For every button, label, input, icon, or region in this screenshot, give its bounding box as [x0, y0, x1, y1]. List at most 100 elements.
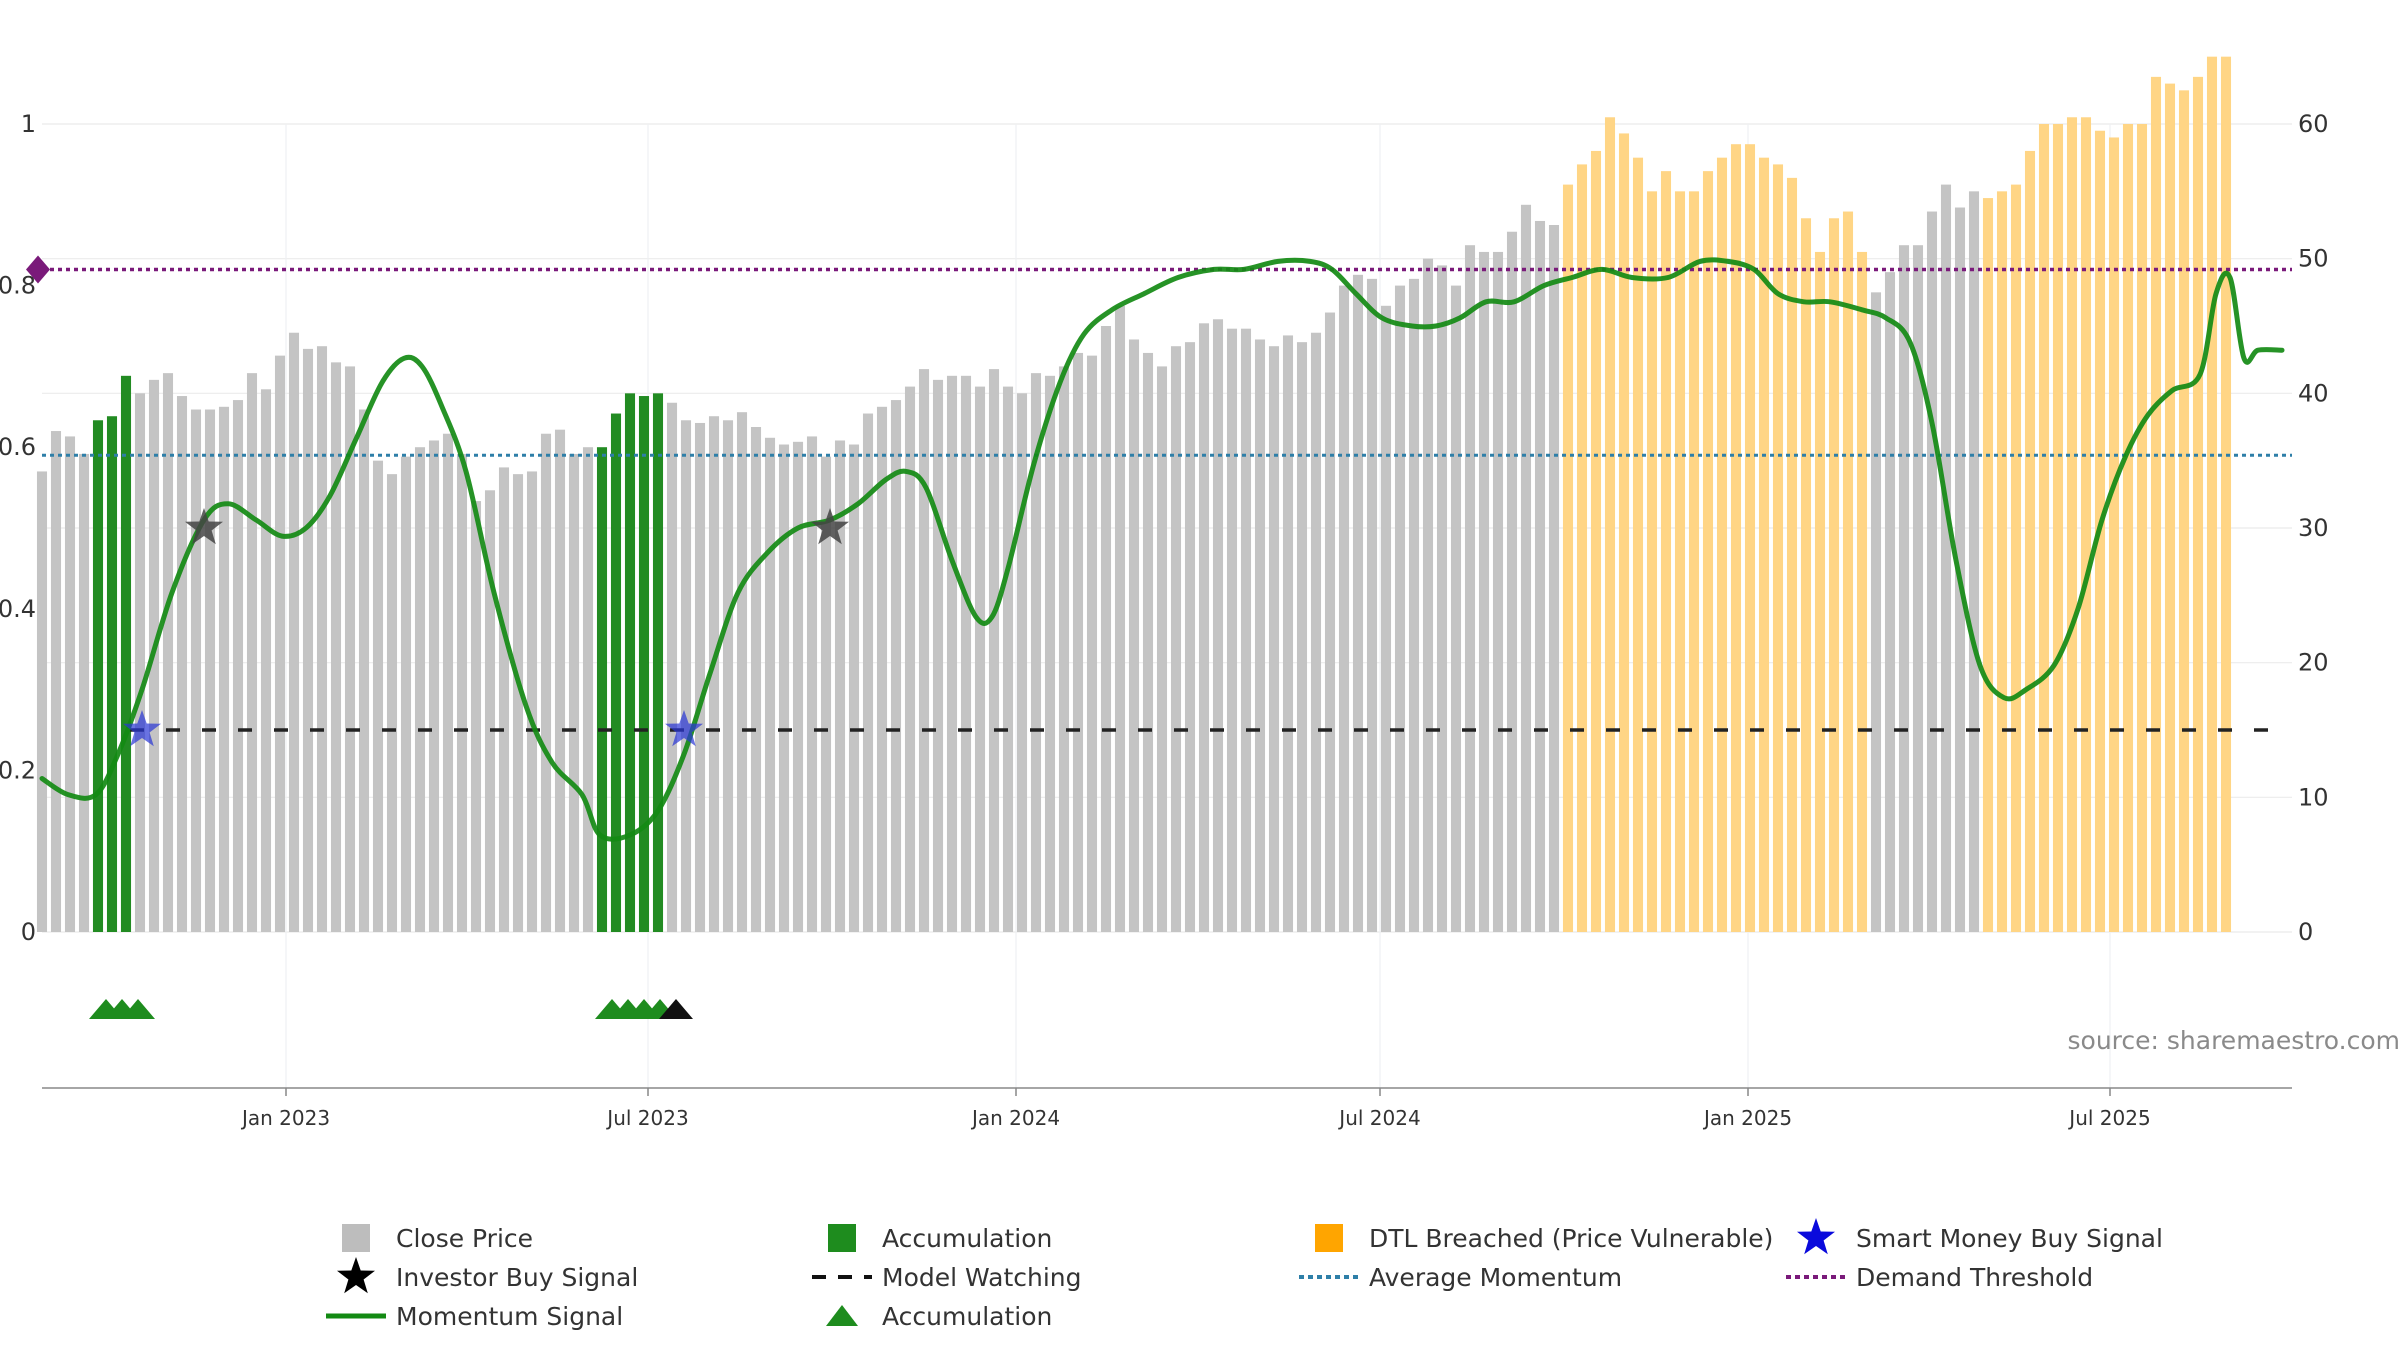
price-bar-close	[387, 474, 397, 932]
y-right-tick-label: 20	[2298, 649, 2329, 677]
price-bar-close	[1297, 342, 1307, 932]
price-bar-close	[961, 376, 971, 932]
legend-item: Accumulation	[828, 1224, 1052, 1253]
price-bar-dtl	[2039, 124, 2049, 932]
price-bar-close	[667, 403, 677, 932]
y-left-tick-label: 1	[21, 110, 36, 138]
price-bar-close	[1241, 329, 1251, 932]
price-bar-dtl	[1745, 144, 1755, 932]
price-bar-accumulation	[653, 393, 663, 932]
price-bar-close	[135, 393, 145, 932]
legend-swatch-square	[1315, 1224, 1343, 1252]
legend-label: Momentum Signal	[396, 1302, 623, 1331]
price-bar-close	[1101, 326, 1111, 932]
price-bar-dtl	[1647, 191, 1657, 932]
price-bar-dtl	[2081, 117, 2091, 932]
price-bar-accumulation	[107, 416, 117, 932]
price-bar-close	[1269, 346, 1279, 932]
legend-label: Accumulation	[882, 1302, 1052, 1331]
price-bar-dtl	[1997, 191, 2007, 932]
price-bar-close	[163, 373, 173, 932]
price-bar-dtl	[1675, 191, 1685, 932]
price-bar-close	[1549, 225, 1559, 932]
price-bar-close	[849, 445, 859, 932]
price-bar-close	[219, 407, 229, 932]
price-bar-close	[527, 471, 537, 932]
legend-item: Demand Threshold	[1786, 1263, 2093, 1292]
legend-item: DTL Breached (Price Vulnerable)	[1315, 1224, 1773, 1253]
price-bar-close	[1521, 205, 1531, 932]
price-bar-close	[1871, 292, 1881, 932]
y-right-tick-label: 50	[2298, 245, 2329, 273]
price-bar-close	[1899, 245, 1909, 932]
price-bar-dtl	[1689, 191, 1699, 932]
price-bar-close	[79, 454, 89, 932]
price-bar-close	[1493, 252, 1503, 932]
price-bar-close	[1969, 191, 1979, 932]
price-bar-close	[457, 454, 467, 932]
price-bar-close	[177, 396, 187, 932]
price-bar-dtl	[2137, 124, 2147, 932]
legend-label: Average Momentum	[1369, 1263, 1622, 1292]
price-bar-close	[1451, 286, 1461, 932]
legend-swatch-triangle	[826, 1305, 858, 1326]
price-bars	[37, 57, 2231, 932]
price-bar-close	[919, 369, 929, 932]
price-bar-close	[975, 387, 985, 932]
price-bar-close	[1367, 279, 1377, 932]
price-bar-close	[37, 471, 47, 932]
price-bar-close	[1255, 339, 1265, 932]
price-bar-close	[415, 447, 425, 932]
price-bar-dtl	[1717, 158, 1727, 932]
price-bar-dtl	[2193, 77, 2203, 932]
price-bar-close	[1535, 221, 1545, 932]
price-bar-close	[1381, 306, 1391, 932]
price-bar-dtl	[1619, 133, 1629, 932]
y-right-tick-label: 0	[2298, 918, 2313, 946]
price-bar-close	[737, 412, 747, 932]
legend-label: Smart Money Buy Signal	[1856, 1224, 2163, 1253]
price-bar-dtl	[1787, 178, 1797, 932]
price-bar-close	[1171, 346, 1181, 932]
price-bar-close	[1339, 286, 1349, 932]
price-bar-close	[1073, 353, 1083, 932]
y-right-tick-label: 40	[2298, 379, 2329, 407]
legend-label: Demand Threshold	[1856, 1263, 2093, 1292]
price-bar-close	[359, 409, 369, 932]
price-bar-dtl	[1815, 252, 1825, 932]
legend-swatch-square	[342, 1224, 370, 1252]
price-bar-dtl	[2165, 84, 2175, 932]
price-bar-dtl	[1829, 218, 1839, 932]
price-bar-close	[947, 376, 957, 932]
x-tick-label: Jul 2023	[605, 1106, 688, 1130]
price-bar-dtl	[1605, 117, 1615, 932]
price-bar-close	[1395, 286, 1405, 932]
price-bar-close	[541, 434, 551, 932]
price-bar-close	[933, 380, 943, 932]
price-bar-close	[1227, 329, 1237, 932]
price-bar-close	[471, 501, 481, 932]
legend-swatch-star	[1797, 1218, 1835, 1254]
y-left-tick-label: 0	[21, 918, 36, 946]
price-bar-dtl	[2109, 137, 2119, 932]
price-bar-close	[65, 436, 75, 932]
price-bar-close	[1017, 393, 1027, 932]
price-bar-close	[723, 420, 733, 932]
y-left-tick-label: 0.6	[0, 433, 36, 461]
x-tick-label: Jan 2024	[970, 1106, 1060, 1130]
price-bar-dtl	[2123, 124, 2133, 932]
legend-item: Model Watching	[812, 1263, 1082, 1292]
price-bar-dtl	[1857, 252, 1867, 932]
price-bar-close	[751, 427, 761, 932]
price-bar-accumulation	[93, 420, 103, 932]
price-bar-close	[1325, 313, 1335, 932]
price-bar-close	[1213, 319, 1223, 932]
price-bar-dtl	[1773, 164, 1783, 932]
legend-label: Investor Buy Signal	[396, 1263, 638, 1292]
price-bar-close	[695, 423, 705, 932]
price-bar-close	[779, 445, 789, 932]
y-right-tick-label: 60	[2298, 110, 2329, 138]
price-bar-close	[191, 409, 201, 932]
